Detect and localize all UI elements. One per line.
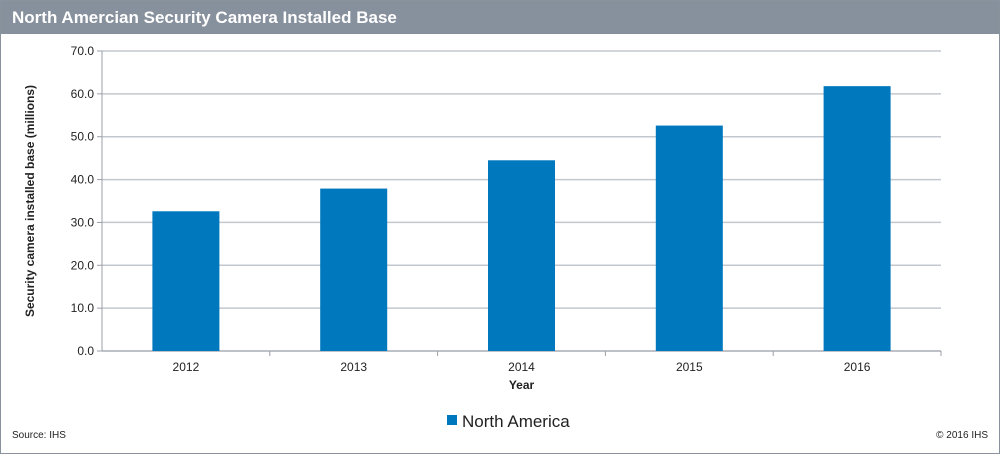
bar-2014 <box>488 160 555 351</box>
y-tick-label: 60.0 <box>71 87 95 101</box>
x-tick-label: 2016 <box>844 360 871 374</box>
x-tick-label: 2012 <box>173 360 200 374</box>
bar-2015 <box>655 125 723 351</box>
y-tick-label: 10.0 <box>71 301 95 315</box>
x-tick-label: 2014 <box>508 360 535 374</box>
y-axis-label: Security camera installed base (millions… <box>23 85 37 317</box>
x-axis-label: Year <box>509 378 535 392</box>
legend-swatch <box>447 415 457 425</box>
bar-2016 <box>823 86 891 352</box>
y-tick-label: 40.0 <box>71 173 95 187</box>
source-note: Source: IHS <box>12 430 66 441</box>
chart-title: North Amercian Security Camera Installed… <box>1 1 999 34</box>
legend-label: North America <box>462 412 570 431</box>
x-tick-label: 2015 <box>676 360 703 374</box>
y-tick-label: 20.0 <box>71 258 95 272</box>
y-tick-label: 50.0 <box>71 130 95 144</box>
y-tick-label: 70.0 <box>71 44 95 58</box>
bar-2013 <box>320 188 388 351</box>
y-tick-label: 0.0 <box>77 344 94 358</box>
copyright-note: © 2016 IHS <box>936 430 988 441</box>
x-tick-label: 2013 <box>340 360 367 374</box>
bar-2012 <box>152 211 220 351</box>
y-tick-label: 30.0 <box>71 215 95 229</box>
